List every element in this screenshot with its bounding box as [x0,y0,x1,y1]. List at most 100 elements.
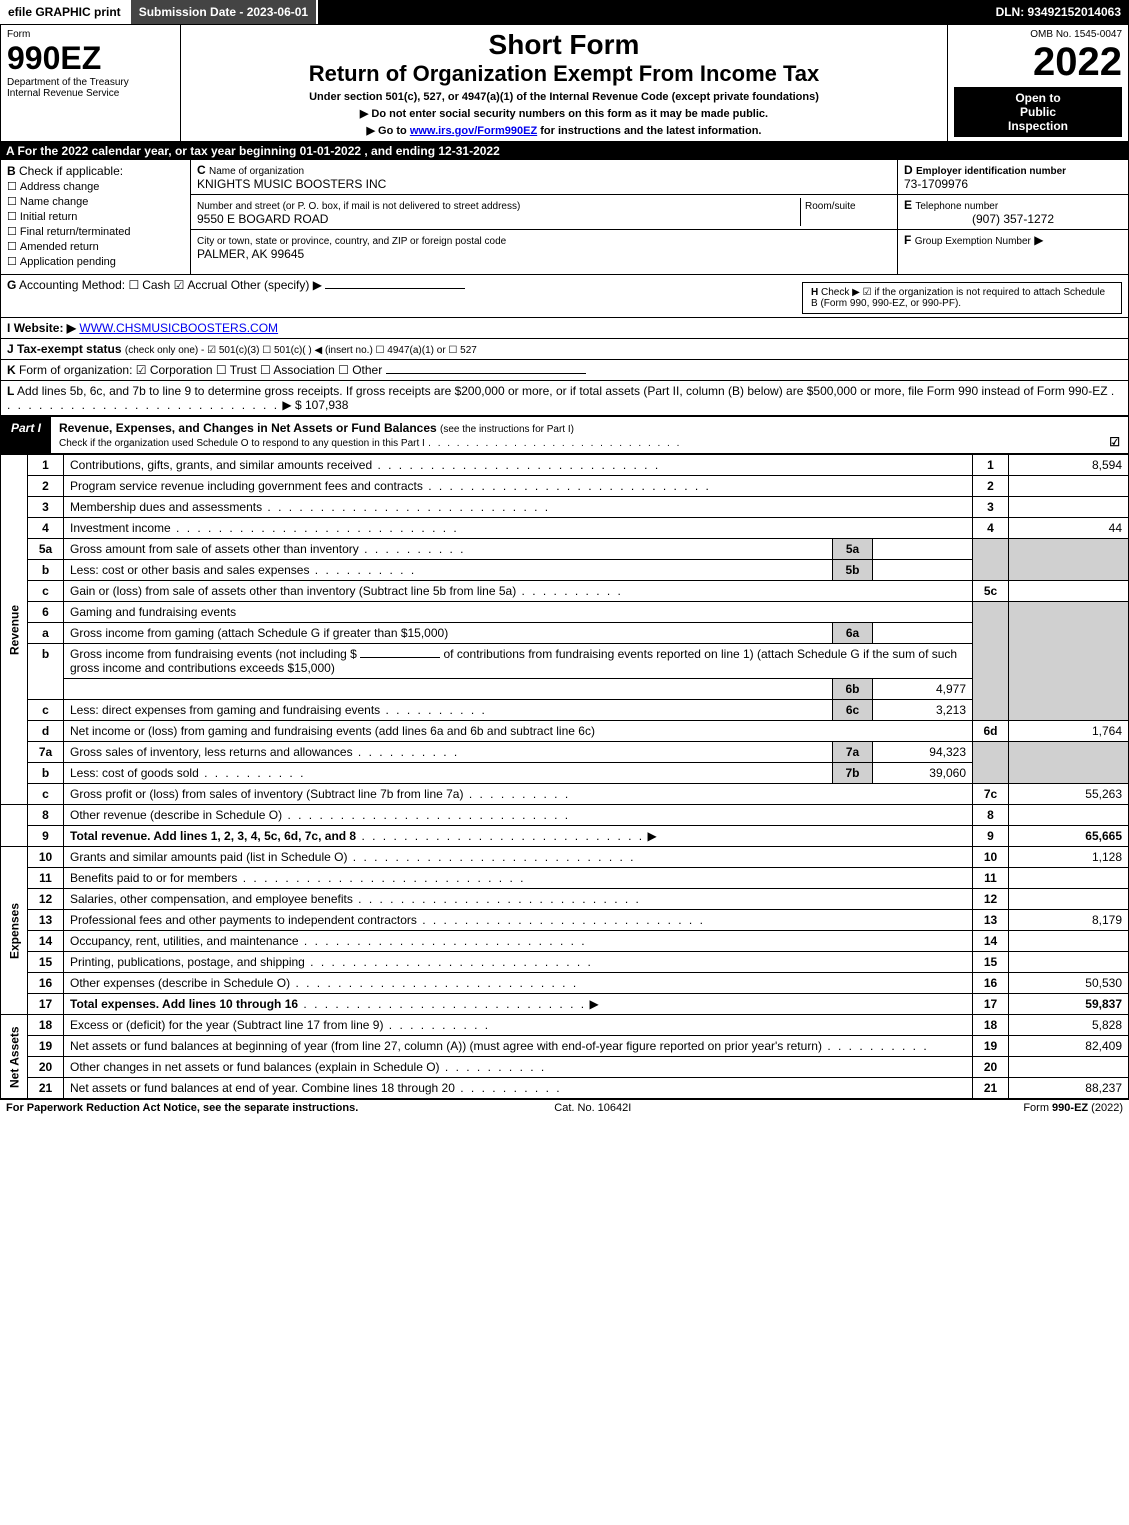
line-6c: cLess: direct expenses from gaming and f… [1,700,1129,721]
line-5c-text: Gain or (loss) from sale of assets other… [70,584,623,598]
line-4-text: Investment income [70,521,459,535]
g-other-input[interactable] [325,288,465,289]
irs-form-link[interactable]: www.irs.gov/Form990EZ [410,125,537,137]
top-bar: efile GRAPHIC print Submission Date - 20… [0,0,1129,24]
chk-accrual[interactable]: Accrual [174,278,228,292]
line-6b: b Gross income from fundraising events (… [1,644,1129,679]
line-4: 4Investment income 444 [1,518,1129,539]
line-1-value: 8,594 [1009,455,1129,476]
line-15-text: Printing, publications, postage, and shi… [70,955,593,969]
line-8-text: Other revenue (describe in Schedule O) [70,808,570,822]
line-20-text: Other changes in net assets or fund bala… [70,1060,546,1074]
line-16: 16Other expenses (describe in Schedule O… [1,973,1129,994]
l-amount: 107,938 [305,398,348,412]
street-box: Number and street (or P. O. box, if mail… [191,195,897,230]
line-19: 19Net assets or fund balances at beginni… [1,1036,1129,1057]
h-label: H [811,287,818,298]
footer-cat-no: Cat. No. 10642I [554,1102,631,1114]
line-5c-value [1009,581,1129,602]
line-15: 15Printing, publications, postage, and s… [1,952,1129,973]
line-2: 2Program service revenue including gover… [1,476,1129,497]
line-6d-text: Net income or (loss) from gaming and fun… [64,721,973,742]
line-12-text: Salaries, other compensation, and employ… [70,892,641,906]
line-2-text: Program service revenue including govern… [70,479,711,493]
line-6a-text: Gross income from gaming (attach Schedul… [64,623,833,644]
j-title: Tax-exempt status [17,342,121,356]
e-title: Telephone number [915,201,998,212]
line-9-text: Total revenue. Add lines 1, 2, 3, 4, 5c,… [70,829,356,843]
line-6b-text1: Gross income from fundraising events (no… [70,647,357,661]
l-amount-label: ▶ $ [282,398,301,412]
room-suite-label: Room/suite [805,201,856,212]
title-return-exempt: Return of Organization Exempt From Incom… [187,61,941,87]
chk-application-pending[interactable]: Application pending [7,255,184,268]
line-1-text: Contributions, gifts, grants, and simila… [70,458,660,472]
line-18: Net Assets 18Excess or (deficit) for the… [1,1015,1129,1036]
org-name: KNIGHTS MUSIC BOOSTERS INC [197,177,386,191]
line-18-value: 5,828 [1009,1015,1129,1036]
chk-final-return[interactable]: Final return/terminated [7,225,184,238]
website-link[interactable]: WWW.CHSMUSICBOOSTERS.COM [79,321,278,335]
g-other: Other (specify) ▶ [231,278,322,292]
chk-name-change[interactable]: Name change [7,195,184,208]
k-title: Form of organization: [19,363,132,377]
title-short-form: Short Form [187,29,941,61]
chk-cash[interactable]: Cash [128,278,170,292]
line-20: 20Other changes in net assets or fund ba… [1,1057,1129,1078]
section-d: D Employer identification number 73-1709… [898,160,1128,195]
section-b: B Check if applicable: Address change Na… [1,160,191,274]
part-1-dots [428,438,681,449]
k-label: K [7,363,16,377]
form-number: 990EZ [7,40,174,77]
line-11-value [1009,868,1129,889]
ssn-note: ▶ Do not enter social security numbers o… [187,107,941,120]
dept-treasury: Department of the Treasury [7,77,174,88]
f-label: F [904,233,911,247]
k-other-input[interactable] [386,373,586,374]
dept-irs: Internal Revenue Service [7,88,174,99]
k-options: ☑ Corporation ☐ Trust ☐ Association ☐ Ot… [136,363,382,377]
line-5b: bLess: cost or other basis and sales exp… [1,560,1129,581]
ein-value: 73-1709976 [904,177,968,191]
line-14-text: Occupancy, rent, utilities, and maintena… [70,934,587,948]
line-10-value: 1,128 [1009,847,1129,868]
submission-date: Submission Date - 2023-06-01 [131,0,318,24]
part-1-tab: Part I [1,417,51,453]
revenue-side-label: Revenue [1,455,28,805]
chk-amended-return[interactable]: Amended return [7,240,184,253]
line-20-value [1009,1057,1129,1078]
chk-address-change[interactable]: Address change [7,180,184,193]
line-17-text: Total expenses. Add lines 10 through 16 [70,997,298,1011]
line-7a-value: 94,323 [873,742,973,763]
form-header: Form 990EZ Department of the Treasury In… [0,24,1129,142]
part-1-note: (see the instructions for Part I) [440,424,574,435]
line-13: 13Professional fees and other payments t… [1,910,1129,931]
line-9: 9Total revenue. Add lines 1, 2, 3, 4, 5c… [1,826,1129,847]
line-1: Revenue 1 Contributions, gifts, grants, … [1,455,1129,476]
c-label: C [197,163,206,177]
line-17-value: 59,837 [1009,994,1129,1015]
line-6c-value: 3,213 [873,700,973,721]
line-12: 12Salaries, other compensation, and empl… [1,889,1129,910]
chk-initial-return[interactable]: Initial return [7,210,184,223]
line-7a-text: Gross sales of inventory, less returns a… [70,745,459,759]
line-6b-blank[interactable] [360,657,440,658]
part-1-schedule-o-check[interactable]: ☑ [1109,435,1120,449]
line-5c: cGain or (loss) from sale of assets othe… [1,581,1129,602]
city-label: City or town, state or province, country… [197,236,506,247]
open-to-public-inspection: Open to Public Inspection [954,87,1122,137]
d-label: D [904,163,913,177]
j-label: J [7,342,14,356]
line-6: 6Gaming and fundraising events [1,602,1129,623]
line-16-text: Other expenses (describe in Schedule O) [70,976,578,990]
header-right: OMB No. 1545-0047 2022 Open to Public In… [948,25,1128,141]
f-arrow: ▶ [1034,233,1043,247]
line-19-text: Net assets or fund balances at beginning… [70,1039,929,1053]
header-left: Form 990EZ Department of the Treasury In… [1,25,181,141]
line-3-text: Membership dues and assessments [70,500,550,514]
g-title: Accounting Method: [19,278,125,292]
j-options: (check only one) - ☑ 501(c)(3) ☐ 501(c)(… [125,345,477,356]
line-6d-value: 1,764 [1009,721,1129,742]
h-text: Check ▶ ☑ if the organization is not req… [811,287,1105,309]
efile-graphic-print[interactable]: efile GRAPHIC print [0,0,131,24]
